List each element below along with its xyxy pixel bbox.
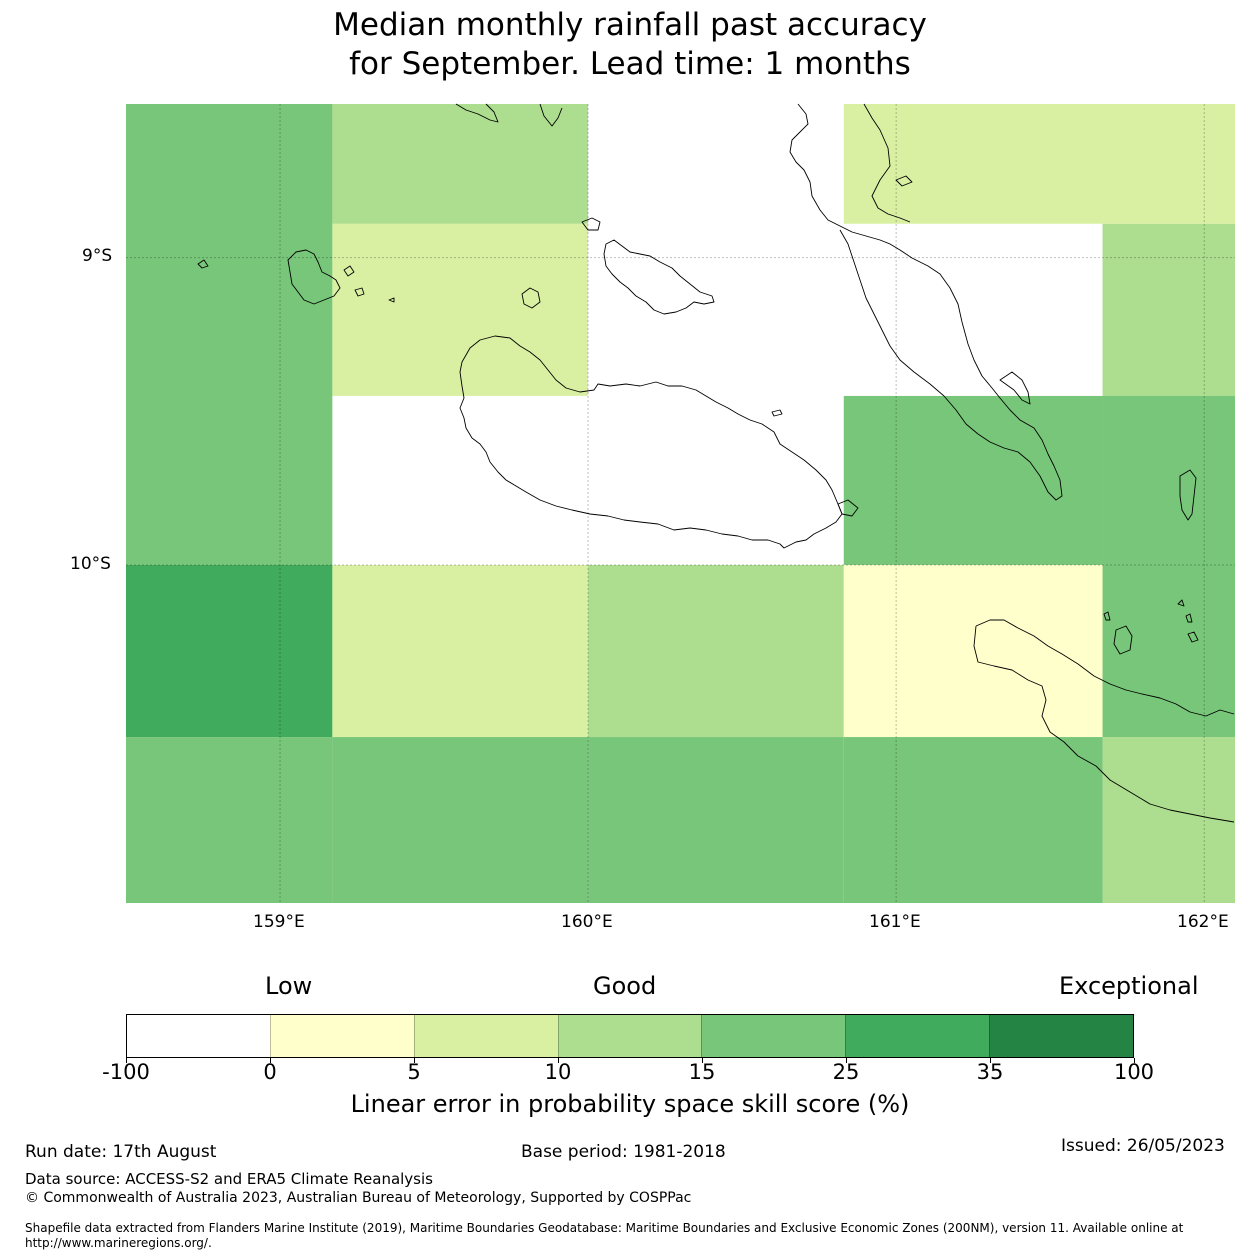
skill-cell-5 — [332, 395, 589, 565]
colorbar-tickmark — [558, 1058, 559, 1063]
colorbar-tick-label: 25 — [832, 1060, 860, 1084]
colorbar-tickmark — [270, 1058, 271, 1063]
gridlines — [126, 104, 1235, 903]
colorbar-tickmark — [1134, 1058, 1135, 1063]
skill-cell-18 — [1102, 395, 1235, 738]
coastline-islet-7 — [895, 175, 913, 187]
coastline-islet-9 — [1177, 599, 1185, 607]
skill-cell-0 — [126, 104, 333, 565]
colorbar — [126, 1014, 1134, 1058]
lon-label-162e: 162°E — [1177, 912, 1229, 932]
colorbar-tickmark — [990, 1058, 991, 1063]
colorbar-segment-3 — [557, 1015, 702, 1057]
coastline-islet-3 — [354, 287, 365, 297]
skill-cell-13 — [843, 395, 1103, 565]
skill-cell-3 — [332, 104, 589, 224]
coastline-ulawa — [1179, 469, 1197, 521]
coastlines — [197, 103, 1235, 823]
skill-cell-9 — [588, 564, 844, 738]
data-source: Data source: ACCESS-S2 and ERA5 Climate … — [25, 1170, 433, 1188]
colorbar-tick-label: 15 — [688, 1060, 716, 1084]
colorbar-tickmark — [846, 1058, 847, 1063]
legend-category-exceptional: Exceptional — [1059, 972, 1199, 1000]
skill-cell-17 — [1102, 223, 1235, 396]
copyright: © Commonwealth of Australia 2023, Austra… — [25, 1190, 692, 1206]
colorbar-tick-label: 100 — [1113, 1060, 1155, 1084]
colorbar-segment-4 — [701, 1015, 846, 1057]
coastline-north-islands — [455, 103, 563, 127]
issued-date: Issued: 26/05/2023 — [1061, 1136, 1225, 1156]
lat-label-9s: 9°S — [82, 246, 113, 266]
coastline-malaita — [789, 103, 1063, 501]
base-period: Base period: 1981-2018 — [521, 1142, 726, 1162]
coastline-islet-4 — [388, 297, 395, 303]
coastline-florida-islands — [603, 239, 715, 315]
coastline-islet-5 — [771, 409, 783, 417]
colorbar-tickmark — [414, 1058, 415, 1063]
lon-label-160e: 160°E — [561, 912, 613, 932]
skill-cell-7 — [332, 737, 589, 903]
colorbar-segment-5 — [845, 1015, 990, 1057]
coastline-ugi-island — [1113, 625, 1133, 655]
title-line-1: Median monthly rainfall past accuracy — [333, 7, 927, 43]
skill-cell-11 — [843, 104, 1103, 224]
shapefile-credit-2: http://www.marineregions.org/. — [25, 1236, 212, 1250]
skill-cell-10 — [588, 737, 844, 903]
skill-cell-6 — [332, 564, 589, 738]
colorbar-tick-label: 0 — [263, 1060, 277, 1084]
colorbar-tick-label: 35 — [976, 1060, 1004, 1084]
coastline-north-malaita — [863, 103, 911, 223]
skill-cell-2 — [126, 737, 333, 903]
colorbar-segment-2 — [413, 1015, 558, 1057]
colorbar-tick-label: 10 — [544, 1060, 572, 1084]
colorbar-segment-0 — [127, 1015, 270, 1057]
lat-label-10s: 10°S — [70, 554, 111, 574]
coastline-islet-10 — [1185, 613, 1193, 623]
shapefile-credit-1: Shapefile data extracted from Flanders M… — [25, 1221, 1184, 1235]
colorbar-tickmark — [126, 1058, 127, 1063]
run-date: Run date: 17th August — [25, 1142, 217, 1162]
coastline-islet-11 — [1187, 631, 1199, 643]
coastline-russell-islands — [287, 249, 341, 305]
skill-cells — [126, 104, 1235, 903]
skill-cell-19 — [1102, 737, 1235, 903]
chart-title: Median monthly rainfall past accuracy fo… — [0, 6, 1260, 84]
skill-map — [126, 103, 1235, 903]
skill-cell-14 — [843, 564, 1103, 738]
coastline-islet-8 — [1103, 611, 1111, 621]
lon-label-161e: 161°E — [869, 912, 921, 932]
colorbar-segment-6 — [989, 1015, 1134, 1057]
coastline-small-island-a — [581, 217, 601, 231]
coastline-islet-1 — [197, 259, 209, 269]
lon-label-159e: 159°E — [253, 912, 305, 932]
skill-cell-8 — [588, 104, 844, 565]
colorbar-segment-1 — [269, 1015, 414, 1057]
legend-category-good: Good — [593, 972, 657, 1000]
coastline-south-malaita — [999, 371, 1031, 405]
colorbar-tickmark — [702, 1058, 703, 1063]
coastline-islet-2 — [343, 265, 355, 277]
colorbar-tick-label: 5 — [407, 1060, 421, 1084]
skill-cell-1 — [126, 564, 333, 738]
skill-cell-15 — [843, 737, 1103, 903]
colorbar-tick-label: -100 — [102, 1060, 150, 1084]
skill-cell-16 — [1102, 104, 1235, 224]
coastline-makira — [973, 619, 1235, 823]
legend-category-low: Low — [265, 972, 313, 1000]
title-line-2: for September. Lead time: 1 months — [349, 46, 911, 82]
coastline-main-island — [459, 335, 843, 549]
coastline-savo-island — [521, 287, 541, 309]
coastline-islet-6 — [837, 499, 859, 517]
skill-cell-12 — [843, 223, 1103, 396]
colorbar-label: Linear error in probability space skill … — [350, 1090, 910, 1118]
